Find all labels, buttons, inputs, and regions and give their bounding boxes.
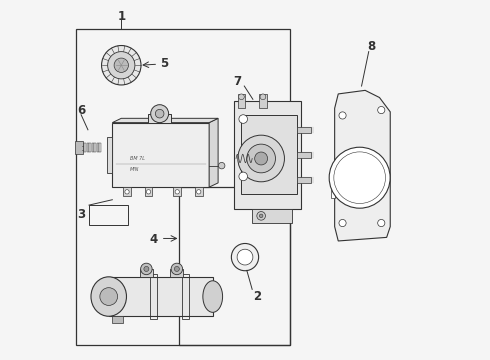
Circle shape [255, 152, 268, 165]
Bar [148, 114, 171, 123]
Bar [140, 269, 153, 277]
Bar [112, 316, 123, 323]
Bar [179, 187, 290, 345]
Circle shape [141, 263, 152, 275]
Circle shape [329, 147, 390, 208]
Polygon shape [82, 143, 84, 152]
Ellipse shape [203, 281, 222, 312]
Text: 3: 3 [77, 208, 85, 221]
Polygon shape [89, 143, 91, 152]
Polygon shape [145, 187, 152, 196]
Circle shape [378, 107, 385, 114]
Polygon shape [107, 137, 112, 173]
Polygon shape [331, 176, 335, 198]
Polygon shape [242, 116, 297, 194]
Polygon shape [234, 101, 300, 209]
Circle shape [114, 58, 128, 72]
Circle shape [175, 190, 179, 194]
Circle shape [151, 105, 169, 123]
Text: 8: 8 [367, 40, 375, 53]
Circle shape [100, 288, 118, 305]
Circle shape [339, 112, 346, 119]
Polygon shape [335, 90, 390, 241]
Polygon shape [99, 143, 101, 152]
Polygon shape [209, 118, 218, 187]
Circle shape [125, 190, 129, 194]
Circle shape [247, 144, 275, 173]
Polygon shape [95, 143, 96, 152]
Circle shape [196, 190, 201, 194]
Circle shape [239, 94, 245, 100]
Ellipse shape [91, 277, 126, 316]
Circle shape [174, 266, 179, 271]
Bar [297, 127, 311, 133]
Bar [76, 30, 290, 345]
Bar [297, 177, 311, 183]
Circle shape [239, 115, 247, 123]
Polygon shape [123, 187, 131, 196]
Text: 7: 7 [233, 75, 241, 88]
Circle shape [219, 162, 225, 169]
Bar [89, 205, 128, 225]
Circle shape [108, 51, 135, 79]
Polygon shape [195, 187, 203, 196]
Bar [297, 152, 311, 158]
Circle shape [155, 109, 164, 118]
Polygon shape [112, 123, 209, 187]
Bar [171, 269, 183, 277]
Text: BM 7L: BM 7L [130, 156, 145, 161]
Text: 4: 4 [149, 233, 158, 246]
Text: MIN: MIN [130, 167, 140, 172]
Circle shape [257, 212, 266, 220]
Circle shape [237, 249, 253, 265]
Bar [238, 94, 245, 108]
Text: 6: 6 [77, 104, 85, 117]
Circle shape [378, 220, 385, 226]
Text: 2: 2 [253, 290, 262, 303]
Bar [75, 141, 83, 154]
Polygon shape [97, 143, 98, 152]
Circle shape [147, 190, 151, 194]
Circle shape [171, 263, 183, 275]
Circle shape [260, 94, 266, 100]
Polygon shape [252, 209, 292, 223]
Polygon shape [92, 143, 94, 152]
Circle shape [238, 135, 285, 182]
Bar [109, 277, 213, 316]
Polygon shape [112, 118, 218, 123]
Polygon shape [84, 143, 86, 152]
Circle shape [259, 214, 263, 218]
Polygon shape [173, 187, 181, 196]
Circle shape [231, 243, 259, 271]
Circle shape [101, 45, 141, 85]
Text: 5: 5 [160, 57, 169, 70]
Bar [259, 94, 267, 108]
Text: 1: 1 [117, 10, 125, 23]
Circle shape [239, 172, 247, 181]
Polygon shape [87, 143, 89, 152]
Circle shape [339, 220, 346, 226]
Circle shape [144, 266, 149, 271]
